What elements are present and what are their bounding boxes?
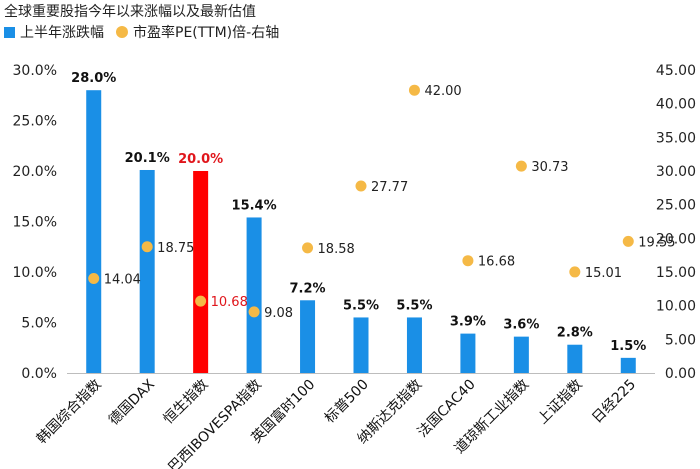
y-left-tick-label: 0.0% [21,366,57,382]
bar-value-label: 15.4% [232,198,277,213]
chart-title: 全球重要股指今年以来涨幅以及最新估值 [4,4,256,20]
bar [193,171,209,373]
y-left-tick-label: 15.0% [13,215,57,231]
pe-value-label: 14.04 [104,272,141,287]
y-left-tick-label: 20.0% [13,164,57,180]
y-left-tick-label: 10.0% [13,265,57,281]
bar-value-label: 1.5% [610,339,646,354]
bar [460,333,476,373]
x-tick-label: 标普500 [322,377,372,427]
bar-value-label: 28.0% [71,71,116,86]
pe-value-label: 15.01 [585,266,622,281]
bar [139,169,155,373]
bar-value-label: 7.2% [290,281,326,296]
y-right-tick-label: 10.00 [656,299,696,315]
bar [300,300,316,373]
y-left-tick-label: 30.0% [13,63,57,79]
y-right-tick-label: 15.00 [656,265,696,281]
bar-value-label: 5.5% [343,298,379,313]
y-right-tick-label: 45.00 [656,63,696,79]
pe-dot [141,241,153,253]
y-right-tick-label: 20.00 [656,231,696,247]
pe-dot [408,84,420,96]
pe-value-label: 30.73 [531,160,568,175]
bar [406,317,422,373]
y-left-tick-label: 5.0% [21,316,57,332]
bar-value-label: 20.0% [178,152,223,167]
y-right-tick-label: 25.00 [656,198,696,214]
legend: 上半年涨跌幅 市盈率PE(TTM)倍-右轴 [4,22,279,42]
x-tick-label: 上证指数 [535,377,586,428]
bar [86,90,102,373]
x-tick-label: 韩国综合指数 [34,377,105,448]
legend-bar-swatch [4,26,15,38]
pe-value-label: 10.68 [211,295,248,310]
x-tick-label: 德国DAX [106,376,158,428]
x-tick-label: 恒生指数 [161,377,212,428]
pe-value-label: 9.08 [264,306,293,321]
bar [620,357,636,373]
y-right-tick-label: 35.00 [656,130,696,146]
y-right-tick-label: 5.00 [665,332,696,348]
bar [353,317,369,373]
pe-value-label: 18.58 [318,242,355,257]
x-tick-label: 巴西IBOVESPA指数 [165,377,264,469]
y-right-tick-label: 40.00 [656,97,696,113]
pe-dot [302,242,314,254]
x-tick-label: 日经225 [589,377,639,427]
bar-value-label: 3.9% [450,315,486,330]
pe-dot [195,295,207,307]
y-right-tick-label: 30.00 [656,164,696,180]
pe-dot [622,235,634,247]
pe-dot [515,160,527,172]
legend-dot-label: 市盈率PE(TTM)倍-右轴 [133,25,280,41]
pe-dot [355,180,367,192]
y-left-tick-label: 25.0% [13,114,57,130]
pe-value-label: 18.75 [157,241,194,256]
bar-value-label: 2.8% [557,326,593,341]
bar [513,336,529,373]
pe-value-label: 19.55 [638,235,675,250]
legend-bar-label: 上半年涨跌幅 [20,25,104,41]
pe-value-label: 42.00 [424,84,461,99]
bar [246,217,262,373]
bar [567,344,583,373]
pe-value-label: 27.77 [371,180,408,195]
bar-value-label: 3.6% [503,318,539,333]
pe-dot [248,306,260,318]
pe-dot [569,266,581,278]
pe-dot [462,255,474,267]
pe-value-label: 16.68 [478,255,515,270]
legend-dot-swatch [116,26,128,38]
bar-value-label: 20.1% [125,151,170,166]
y-right-tick-label: 0.00 [665,366,696,382]
pe-dot [88,272,100,284]
bar-value-label: 5.5% [396,298,432,313]
